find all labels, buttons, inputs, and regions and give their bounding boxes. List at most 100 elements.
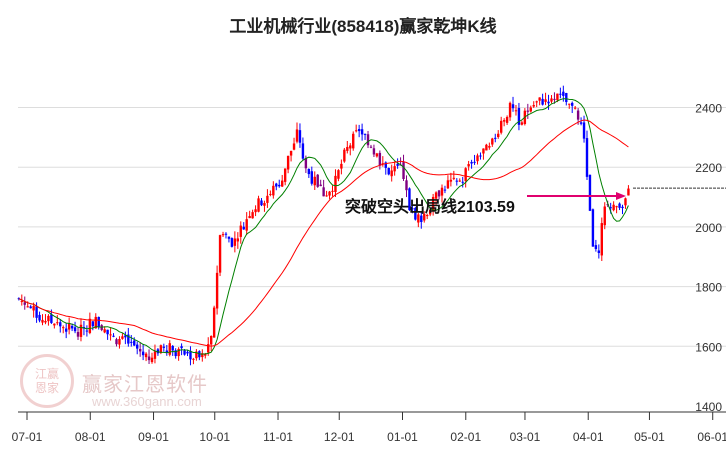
candle-body bbox=[467, 164, 470, 167]
candle-body bbox=[130, 341, 133, 343]
candle-body bbox=[275, 183, 278, 187]
candle-body bbox=[212, 307, 216, 338]
candle-body bbox=[165, 350, 168, 353]
candle-body bbox=[417, 214, 420, 223]
candle-body bbox=[162, 346, 166, 348]
candle-body bbox=[384, 162, 387, 168]
candle-body bbox=[550, 98, 553, 102]
candle-body bbox=[156, 349, 160, 354]
candle-body bbox=[343, 149, 346, 162]
candle-body bbox=[153, 351, 157, 359]
candle-body bbox=[171, 345, 174, 351]
candle-body bbox=[426, 215, 429, 217]
candle-body bbox=[174, 350, 177, 357]
candle-body bbox=[502, 120, 506, 122]
candle-body bbox=[414, 207, 417, 220]
candle-body bbox=[218, 235, 222, 273]
candle-body bbox=[239, 225, 242, 237]
watermark-url: www.360gann.com bbox=[92, 394, 202, 409]
candle-body bbox=[41, 319, 44, 323]
candle-body bbox=[112, 335, 115, 337]
x-tick-label: 07-01 bbox=[12, 430, 43, 444]
candle-body bbox=[452, 177, 456, 179]
candle-body bbox=[434, 192, 438, 199]
candle-body bbox=[67, 323, 71, 330]
x-tick-label: 01-01 bbox=[387, 430, 418, 444]
candle-body bbox=[263, 203, 266, 206]
candle-body bbox=[494, 137, 497, 139]
y-tick-label: 2200 bbox=[695, 161, 722, 175]
candle-body bbox=[443, 189, 447, 191]
candle-body bbox=[325, 195, 328, 197]
candle-body bbox=[390, 170, 393, 177]
watermark-logo: 江赢恩家 bbox=[20, 354, 74, 408]
candle-body bbox=[53, 323, 56, 326]
candle-body bbox=[233, 238, 237, 246]
candle-body bbox=[304, 158, 308, 169]
candle-body bbox=[150, 357, 154, 363]
x-tick-label: 05-01 bbox=[634, 430, 665, 444]
candle-body bbox=[248, 216, 251, 219]
ma-short-line bbox=[18, 98, 629, 355]
candle-body bbox=[186, 351, 189, 354]
candle-body bbox=[405, 180, 408, 191]
candle-body bbox=[485, 144, 488, 151]
candle-body bbox=[245, 219, 248, 231]
arrow-head-icon bbox=[616, 191, 626, 200]
candle-body bbox=[278, 184, 281, 187]
candle-body bbox=[582, 122, 586, 139]
candle-body bbox=[62, 327, 65, 329]
watermark-name: 赢家江恩软件 bbox=[82, 374, 208, 396]
candle-body bbox=[591, 209, 595, 247]
candle-body bbox=[147, 356, 151, 361]
candle-body bbox=[144, 353, 148, 358]
chart-title: 工业机械行业(858418)赢家乾坤K线 bbox=[229, 17, 497, 36]
candle-body bbox=[94, 316, 97, 329]
candle-body bbox=[446, 180, 450, 189]
candle-body bbox=[597, 250, 601, 254]
candle-body bbox=[505, 116, 509, 123]
candle-body bbox=[458, 180, 461, 182]
candle-body bbox=[159, 345, 163, 353]
candle-body bbox=[585, 138, 589, 177]
candle-body bbox=[254, 209, 257, 213]
candle-body bbox=[612, 204, 615, 211]
candle-body bbox=[215, 272, 219, 309]
candle-body bbox=[192, 358, 195, 360]
candle-body bbox=[180, 346, 183, 349]
candle-body bbox=[221, 234, 225, 236]
candle-body bbox=[109, 334, 112, 336]
candle-body bbox=[177, 348, 180, 357]
candle-body bbox=[64, 328, 68, 332]
candle-body bbox=[511, 104, 515, 109]
candle-body bbox=[118, 338, 121, 345]
candle-body bbox=[488, 146, 491, 148]
candle-body bbox=[257, 198, 260, 212]
candle-body bbox=[260, 200, 263, 206]
candle-body bbox=[242, 226, 245, 230]
ma-long-line bbox=[18, 119, 629, 347]
candle-body bbox=[387, 168, 390, 175]
candle-body bbox=[230, 238, 234, 247]
candle-body bbox=[576, 110, 580, 120]
candle-body bbox=[97, 316, 100, 327]
candle-body bbox=[32, 305, 35, 311]
y-tick-label: 2000 bbox=[695, 221, 722, 235]
candle-body bbox=[316, 174, 319, 187]
candle-body bbox=[508, 102, 512, 118]
candle-body bbox=[283, 168, 287, 182]
candle-body bbox=[340, 163, 343, 169]
candle-body bbox=[337, 170, 340, 179]
candle-body bbox=[514, 110, 518, 112]
y-tick-label: 1600 bbox=[695, 340, 722, 354]
candle-body bbox=[76, 332, 80, 337]
candle-body bbox=[319, 184, 322, 187]
candle-body bbox=[354, 130, 358, 132]
candle-body bbox=[396, 163, 399, 166]
candle-body bbox=[20, 301, 23, 303]
candle-body bbox=[85, 330, 89, 332]
candle-body bbox=[408, 188, 411, 211]
candle-body bbox=[449, 179, 453, 182]
candle-body bbox=[266, 195, 269, 203]
